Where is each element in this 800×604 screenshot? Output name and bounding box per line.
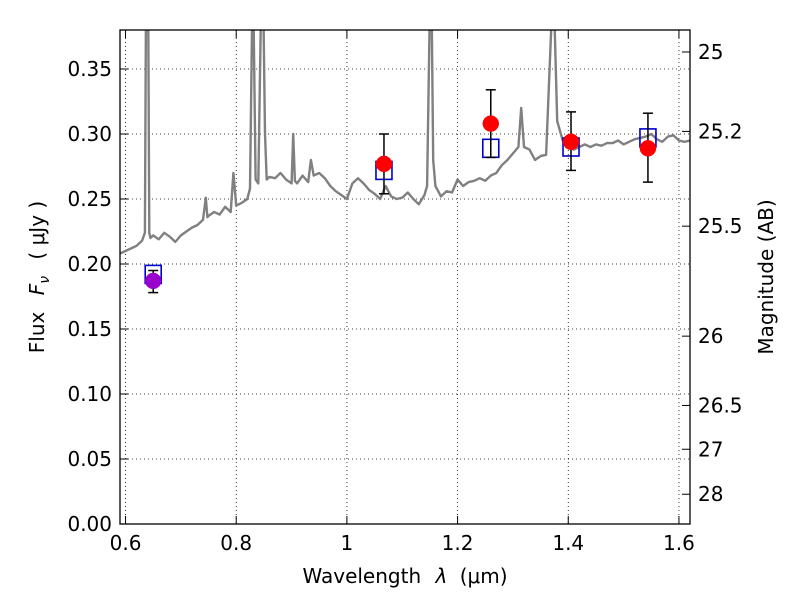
x-tick-label: 1.6 (663, 531, 695, 555)
x-axis-label-symbol: λ (435, 564, 448, 588)
observed-flux-point (562, 133, 580, 151)
observed-flux-point (482, 115, 500, 132)
y-tick-label: 0.30 (67, 122, 112, 146)
y2-tick-label: 25 (698, 40, 723, 64)
y2-tick-label: 27 (698, 437, 723, 461)
axes: 0.6 0.8 1 1.2 1.4 1.6 0.00 0.05 0.10 0.15 0.20 0.25… (67, 30, 743, 555)
x-axis-label-unit: (μm) (460, 564, 508, 588)
y-tick-label: 0.25 (67, 187, 112, 211)
grid (120, 30, 690, 525)
y-tick-label: 0.15 (67, 317, 112, 341)
y2-tick-label: 28 (698, 482, 723, 506)
y2-axis-label: Magnitude (AB) (754, 199, 778, 354)
x-axis-label-text: Wavelength (302, 564, 421, 588)
observed-flux-point (144, 272, 162, 290)
y2-tick-label: 26 (698, 324, 723, 348)
y-tick-label: 0.35 (67, 57, 112, 81)
x-tick-label: 1.2 (442, 531, 474, 555)
y-axis-label: Flux Fν ( μJy ) (25, 201, 54, 353)
observed-flux-point (375, 155, 393, 173)
plot-area (120, 30, 690, 294)
x-tick-label: 0.6 (110, 531, 142, 555)
y-axis-label-symbol: F (25, 283, 49, 295)
x-tick-label: 1.4 (552, 531, 584, 555)
x-axis-label: Wavelength λ (μm) (302, 564, 507, 588)
x-tick-label: 0.8 (220, 531, 252, 555)
x-tick-label: 1 (341, 531, 354, 555)
plot-frame (119, 29, 691, 525)
y-axis-label-unit: ( μJy ) (25, 201, 49, 260)
model-spectrum-line (120, 30, 690, 255)
y-tick-label: 0.05 (67, 447, 112, 471)
y2-tick-label: 25.2 (698, 119, 743, 143)
y-tick-label: 0.10 (67, 382, 112, 406)
y-tick-label: 0.20 (67, 252, 112, 276)
y-axis-label-subscript: ν (37, 276, 53, 284)
observed-flux-point (639, 140, 657, 157)
y-tick-label: 0.00 (67, 512, 112, 536)
y2-tick-label: 25.5 (698, 214, 743, 238)
y-axis-label-text: Flux (25, 311, 49, 353)
y2-tick-label: 26.5 (698, 393, 743, 417)
